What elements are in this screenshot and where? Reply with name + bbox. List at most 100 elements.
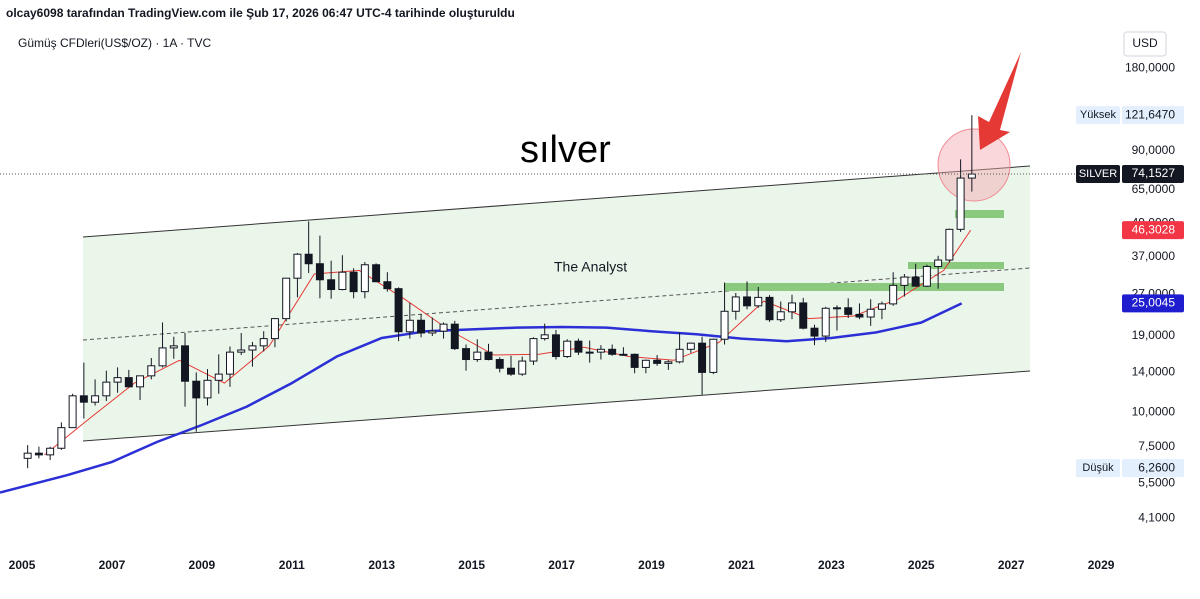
candle-body — [889, 284, 898, 305]
currency-box — [1123, 31, 1167, 57]
candle-body — [237, 349, 246, 353]
candle-body — [169, 345, 178, 349]
candle-body — [462, 348, 471, 361]
candle-body — [619, 353, 628, 356]
candle-body — [34, 452, 43, 456]
x-tick-label: 2015 — [458, 558, 485, 572]
support-zone — [724, 283, 1004, 291]
candle-body — [653, 359, 662, 364]
candle-body — [23, 452, 32, 459]
header-text: olcay6098 tarafından TradingView.com ile… — [6, 6, 515, 20]
annotation: sılver — [520, 129, 611, 171]
candle-body — [585, 351, 594, 354]
candle-body — [832, 307, 841, 310]
candle-body — [495, 359, 504, 369]
price-tag — [1122, 221, 1184, 240]
y-tick-label: 180,0000 — [1125, 61, 1175, 75]
candle-body — [417, 319, 426, 334]
support-zone — [955, 210, 1004, 218]
candle-body — [181, 345, 190, 382]
price-tag — [1122, 106, 1184, 125]
y-tick-label: 10,0000 — [1132, 405, 1176, 419]
candle-body — [192, 380, 201, 399]
support-zone — [908, 262, 1004, 269]
candle-body — [698, 342, 707, 373]
candle-body — [507, 367, 515, 375]
x-tick-label: 2011 — [279, 558, 305, 572]
candle-body — [439, 323, 448, 332]
y-tick-label: 14,0000 — [1132, 365, 1176, 379]
candle-body — [563, 340, 572, 358]
candle-body — [821, 307, 830, 337]
y-tick-label: 65,0000 — [1132, 182, 1176, 196]
candle-body — [91, 395, 100, 403]
candle-body — [428, 330, 437, 334]
candle-body — [529, 338, 538, 362]
price-tag-value: 121,6470 — [1125, 107, 1175, 121]
channel-fill — [83, 166, 1030, 441]
candle-body — [956, 177, 965, 230]
candle-body — [473, 351, 482, 361]
x-tick-label: 2027 — [998, 558, 1025, 572]
symbol-title: Gümüş CFDleri(US$/OZ) · 1A · TVC — [18, 36, 211, 50]
candle-body — [518, 360, 527, 375]
price-tag-value: 6,2600 — [1138, 460, 1175, 474]
candle-body — [158, 347, 167, 367]
candle-body — [372, 264, 381, 283]
moving-average — [0, 302, 963, 494]
x-tick-label: 2025 — [908, 558, 935, 572]
candle-body — [855, 313, 864, 318]
candle-body — [608, 348, 617, 355]
candle-body — [293, 253, 302, 279]
candle-body — [754, 296, 763, 307]
moving-average — [44, 229, 972, 456]
x-tick-label: 2019 — [638, 558, 665, 572]
candle-body — [945, 228, 954, 261]
candle-body — [675, 348, 684, 363]
candle-body — [540, 334, 549, 340]
y-tick-label: 37,0000 — [1132, 249, 1176, 263]
price-tag-value: 25,0045 — [1132, 296, 1176, 310]
candle-body — [304, 253, 313, 265]
candle-body — [450, 323, 459, 350]
candle-body — [360, 264, 369, 293]
candle-body — [214, 373, 223, 381]
candle-body — [57, 427, 66, 449]
price-tag — [1122, 459, 1184, 478]
plot-area — [0, 52, 1120, 494]
candle-body — [788, 302, 796, 313]
y-tick-label: 7,5000 — [1138, 439, 1175, 453]
candle-body — [124, 377, 133, 388]
candle-body — [383, 281, 392, 290]
candle-body — [776, 311, 785, 321]
candle-body — [68, 395, 77, 429]
candle-body — [405, 319, 414, 333]
candle-body — [934, 259, 943, 267]
candle-body — [686, 342, 695, 350]
price-tag-value: 74,1527 — [1132, 166, 1176, 180]
candle-body — [203, 379, 212, 399]
candle-body — [79, 395, 88, 403]
x-tick-label: 2017 — [548, 558, 575, 572]
candle-body — [259, 338, 268, 347]
candle-body — [574, 340, 583, 353]
price-tag — [1076, 106, 1120, 125]
price-tag — [1122, 165, 1184, 184]
price-tag — [1076, 165, 1120, 184]
y-tick-label: 19,0000 — [1132, 328, 1176, 342]
candle-body — [349, 271, 358, 293]
y-tick-label: 4,1000 — [1138, 511, 1175, 525]
price-tag-value: 46,3028 — [1132, 222, 1176, 236]
x-tick-label: 2029 — [1088, 558, 1115, 572]
candle-body — [799, 302, 808, 329]
candle-body — [270, 318, 279, 340]
candle-body — [922, 265, 931, 287]
candle-body — [765, 296, 774, 321]
arrow — [978, 52, 1021, 150]
candle-body — [877, 303, 886, 310]
candle-body — [844, 307, 853, 315]
candle-body — [911, 276, 920, 287]
x-tick-label: 2007 — [99, 558, 126, 572]
candle-body — [484, 351, 493, 361]
